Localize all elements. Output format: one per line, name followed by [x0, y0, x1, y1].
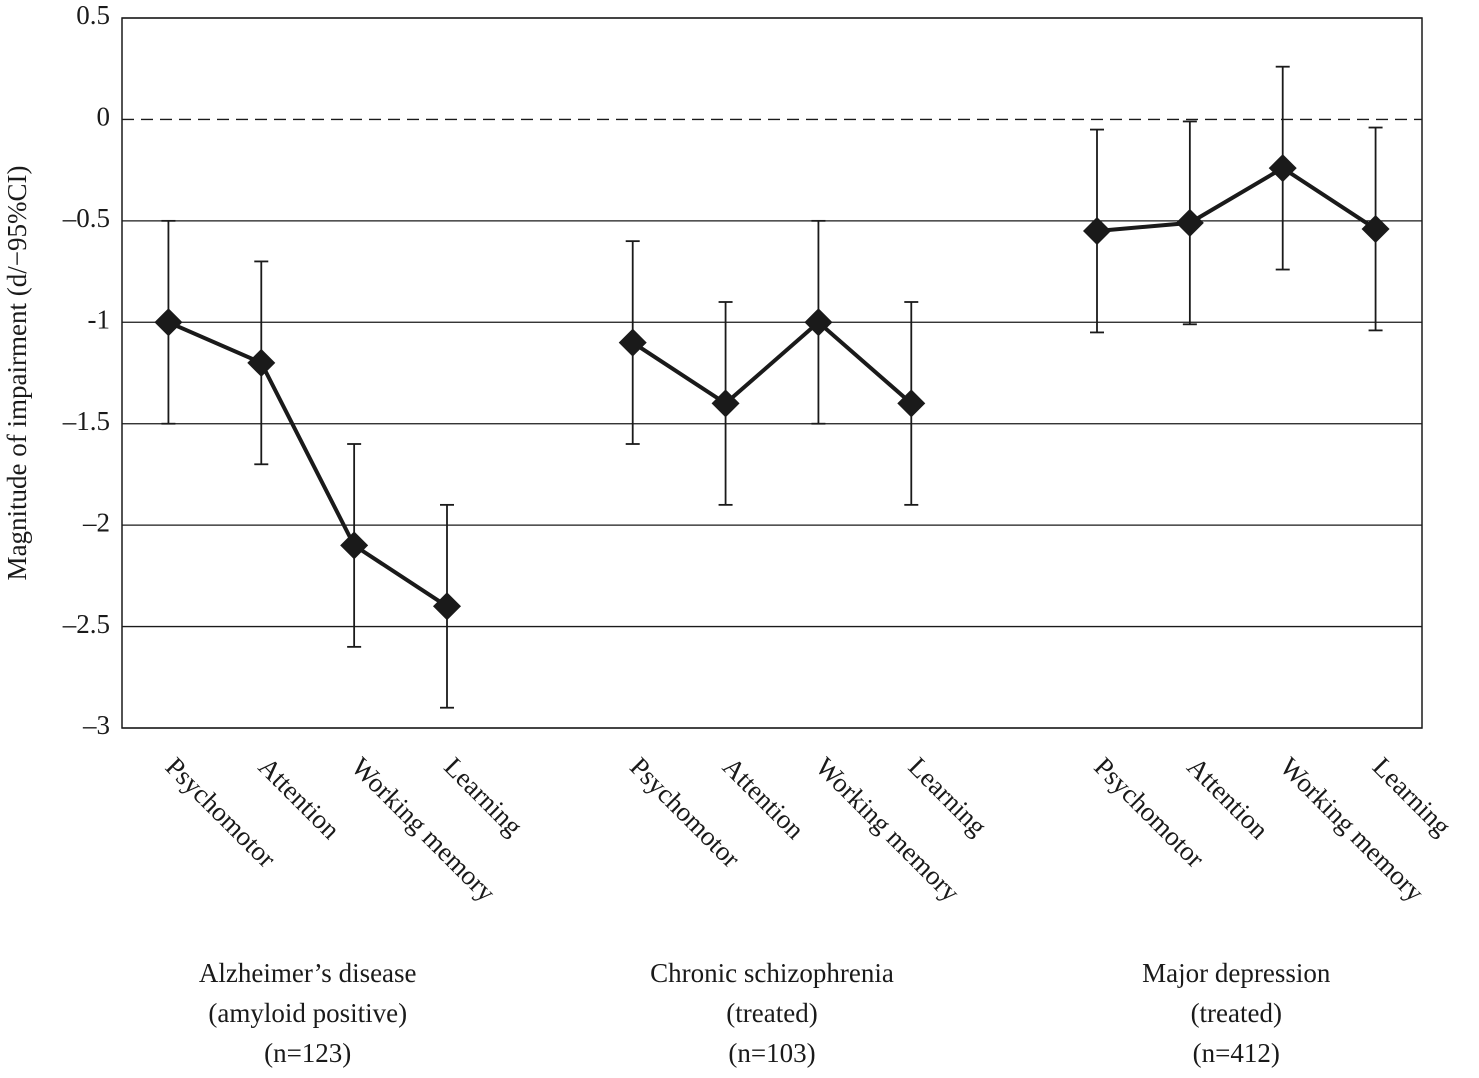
y-tick-label: –1.5: [62, 406, 110, 436]
group-label: (treated): [1191, 998, 1282, 1028]
marker: [1175, 208, 1204, 237]
group-label: Alzheimer’s disease: [199, 958, 417, 988]
x-tick-label: Learning: [903, 751, 993, 841]
series-line: [631, 319, 913, 406]
plot-frame: [121, 17, 1423, 729]
marker: [711, 389, 740, 418]
marker: [433, 592, 461, 621]
y-tick-label: -1: [88, 304, 111, 334]
group-label: Major depression: [1142, 958, 1331, 988]
y-tick-label: 0.5: [76, 0, 110, 30]
group-label: Chronic schizophrenia: [650, 958, 894, 988]
marker: [340, 531, 369, 560]
marker: [1083, 217, 1111, 245]
marker: [897, 389, 926, 418]
x-tick-label: Attention: [1181, 751, 1275, 845]
group-label: (n=103): [728, 1038, 815, 1068]
y-tick-label: –2.5: [62, 609, 110, 639]
marker: [804, 308, 833, 337]
y-tick-label: –3: [82, 710, 110, 740]
group-label: (amyloid positive): [208, 998, 407, 1028]
group-label: (n=412): [1193, 1038, 1280, 1068]
marker: [154, 308, 183, 337]
x-tick-label: Attention: [717, 751, 811, 845]
y-tick-label: –0.5: [62, 203, 110, 233]
series-line: [167, 320, 449, 608]
marker: [247, 348, 276, 377]
group-label: (treated): [726, 998, 817, 1028]
x-tick-label: Learning: [438, 751, 528, 841]
y-tick-label: 0: [97, 102, 111, 132]
marker: [1268, 154, 1297, 183]
y-tick-label: –2: [82, 507, 110, 537]
series-line: [1096, 165, 1377, 233]
marker: [1361, 214, 1390, 243]
group-label: (n=123): [264, 1038, 351, 1068]
marker: [618, 328, 647, 357]
x-tick-label: Learning: [1367, 751, 1457, 841]
y-axis-label: Magnitude of impairment (d/−95%CI): [2, 166, 32, 581]
x-tick-label: Attention: [253, 751, 347, 845]
